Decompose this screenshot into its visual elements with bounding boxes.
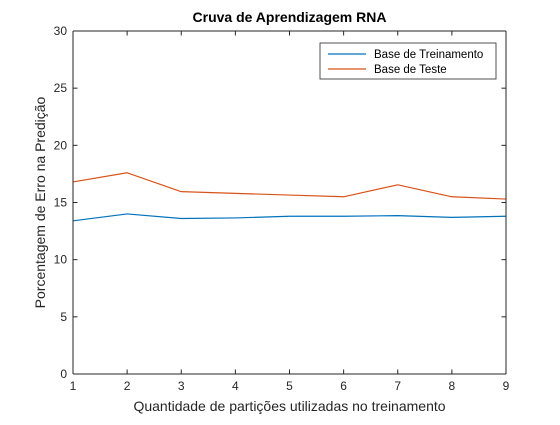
x-tick-label: 8 <box>449 379 456 393</box>
x-tick-label: 4 <box>232 379 239 393</box>
y-tick-label: 0 <box>60 367 67 381</box>
series-line-1 <box>72 213 507 222</box>
y-axis-label: Porcentagem de Erro na Predição <box>32 96 48 308</box>
y-tick-label: 5 <box>60 310 67 324</box>
x-tick-label: 9 <box>503 379 510 393</box>
legend-label-2: Base de Teste <box>374 64 447 76</box>
x-axis-label: Quantidade de partições utilizadas no tr… <box>133 398 445 414</box>
y-tick-label: 20 <box>54 138 68 152</box>
legend-label-1: Base de Treinamento <box>374 49 483 61</box>
plot-area <box>73 31 506 374</box>
y-tick-label: 15 <box>54 196 68 210</box>
x-tick-label: 7 <box>394 379 401 393</box>
chart-title: Cruva de Aprendizagem RNA <box>193 9 387 25</box>
x-tick-label: 6 <box>340 379 347 393</box>
y-tick-label: 25 <box>54 81 68 95</box>
y-tick-label: 30 <box>54 24 68 38</box>
y-tick-label: 10 <box>54 253 68 267</box>
x-tick-label: 1 <box>70 379 77 393</box>
series-layer <box>72 172 507 222</box>
legend-box <box>319 42 497 80</box>
axes-layer: 1 2 3 4 5 6 7 8 9 0 5 10 15 20 25 30 <box>54 24 510 393</box>
legend: Base de Treinamento Base de Teste <box>319 42 497 80</box>
x-tick-label: 5 <box>286 379 293 393</box>
series-line-2 <box>72 172 507 200</box>
x-tick-label: 2 <box>124 379 131 393</box>
x-tick-label: 3 <box>178 379 185 393</box>
